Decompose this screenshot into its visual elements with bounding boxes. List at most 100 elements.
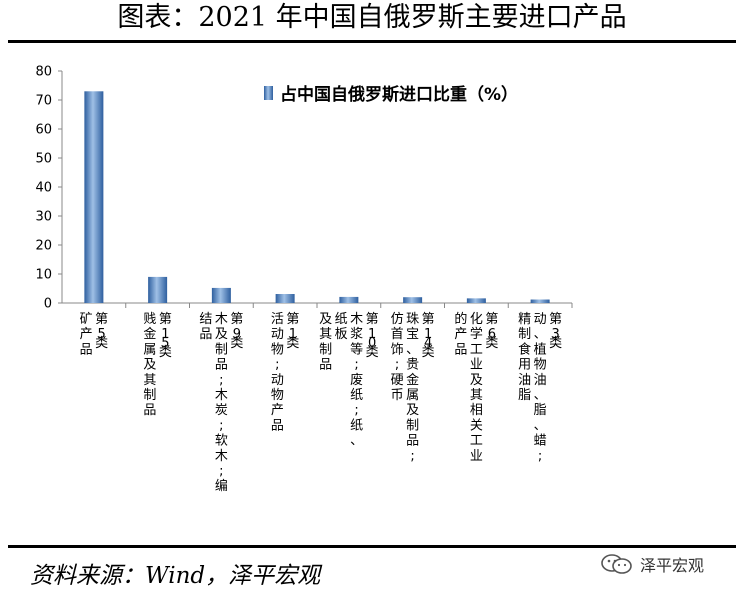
category-char: 油: [518, 373, 531, 388]
category-label: 第1类: [286, 312, 299, 351]
category-char: 工: [470, 342, 483, 357]
category-char: 业: [470, 449, 483, 464]
category-char: 硬: [391, 373, 404, 388]
category-char: 木: [215, 449, 228, 464]
category-char: 1: [424, 327, 432, 342]
y-tick-label: 80: [35, 65, 52, 80]
category-char: 等: [350, 341, 363, 357]
category-char: 品: [319, 358, 332, 373]
category-char: ;: [219, 373, 223, 388]
category-char: ;: [538, 449, 542, 464]
category-char: 、: [350, 434, 363, 449]
category-char: ;: [275, 358, 279, 373]
bar: [84, 91, 104, 303]
category-char: 贱: [143, 312, 156, 327]
category-char: 属: [406, 388, 419, 403]
category-char: 第: [95, 312, 108, 327]
category-char: ;: [354, 358, 358, 373]
category-char: 6: [488, 327, 496, 342]
category-char: 关: [470, 418, 483, 433]
category-char: ;: [219, 418, 223, 433]
y-tick-label: 30: [35, 210, 52, 225]
bar: [403, 297, 423, 303]
category-char: 类: [95, 336, 108, 351]
category-char: 9: [233, 327, 241, 342]
category-char: 第: [159, 312, 172, 327]
category-char: 、: [406, 342, 419, 357]
category-label: 纸板: [335, 312, 348, 342]
category-char: 币: [391, 388, 404, 403]
category-char: 、: [534, 327, 547, 342]
category-char: 第: [485, 312, 498, 327]
y-tick-label: 60: [35, 123, 52, 138]
y-tick-label: 10: [35, 268, 52, 283]
bar: [530, 299, 550, 303]
category-char: 5: [161, 336, 169, 351]
y-tick-label: 40: [35, 181, 52, 196]
category-char: 首: [391, 327, 404, 342]
bar: [466, 298, 486, 303]
category-label: 动、植物油、脂、蜡;: [534, 312, 547, 464]
category-char: 业: [470, 358, 483, 373]
category-char: 类: [286, 336, 299, 351]
category-char: 其: [143, 373, 156, 388]
wechat-icon: [601, 554, 632, 574]
category-char: 板: [335, 327, 348, 342]
category-label: 木浆等;废纸;纸、: [350, 312, 363, 449]
category-char: 品: [406, 434, 419, 449]
bottom-rule: [8, 545, 736, 548]
legend: 占中国自俄罗斯进口比重（%）: [264, 84, 518, 105]
category-char: 类: [159, 345, 172, 360]
category-char: 产: [80, 327, 93, 342]
category-char: 其: [319, 327, 332, 342]
category-char: 及: [470, 373, 483, 388]
category-char: 其: [470, 388, 483, 403]
category-char: 、: [534, 388, 547, 403]
category-char: 0: [368, 336, 376, 351]
top-rule: [8, 40, 736, 43]
bar: [148, 276, 168, 303]
category-char: 脂: [534, 403, 547, 418]
category-char: 品: [143, 403, 156, 418]
category-label: 第3类: [549, 312, 562, 351]
category-char: 废: [350, 372, 363, 388]
category-char: ;: [395, 358, 399, 373]
category-char: 活: [271, 312, 284, 327]
category-char: 动: [534, 312, 547, 327]
category-char: 精: [518, 312, 531, 327]
source-note: 资料来源：Wind，泽平宏观: [30, 563, 321, 589]
category-char: 4: [424, 336, 432, 351]
category-char: 产: [271, 403, 284, 418]
chart-title: 图表：2021 年中国自俄罗斯主要进口产品: [117, 2, 627, 33]
category-char: 及: [406, 403, 419, 418]
category-char: 木: [350, 312, 363, 327]
category-char: 软: [215, 434, 228, 449]
category-label: 矿产品: [80, 312, 93, 357]
category-char: 金: [143, 326, 156, 342]
category-char: 炭: [215, 403, 228, 418]
category-char: 3: [551, 327, 559, 342]
category-char: 制: [319, 342, 332, 357]
category-label: 的产品: [454, 311, 467, 357]
category-label: 第6类: [485, 312, 498, 351]
category-char: 动: [271, 327, 284, 342]
category-char: 1: [368, 327, 376, 342]
category-char: ;: [219, 464, 223, 479]
category-char: 1: [289, 327, 297, 342]
x-axis-categories: 第5类矿产品第15类贱金属及其制品第9类木及制品;木炭;软木;编结品第1类活动物…: [80, 311, 563, 494]
category-char: 宝: [406, 327, 419, 342]
category-char: 制: [406, 418, 419, 433]
category-char: 第: [366, 312, 379, 327]
category-char: 及: [143, 358, 156, 373]
category-char: 物: [534, 358, 547, 373]
category-char: 、: [534, 418, 547, 433]
category-char: ;: [410, 449, 414, 464]
y-tick-label: 20: [35, 239, 52, 254]
category-char: 珠: [406, 312, 419, 327]
